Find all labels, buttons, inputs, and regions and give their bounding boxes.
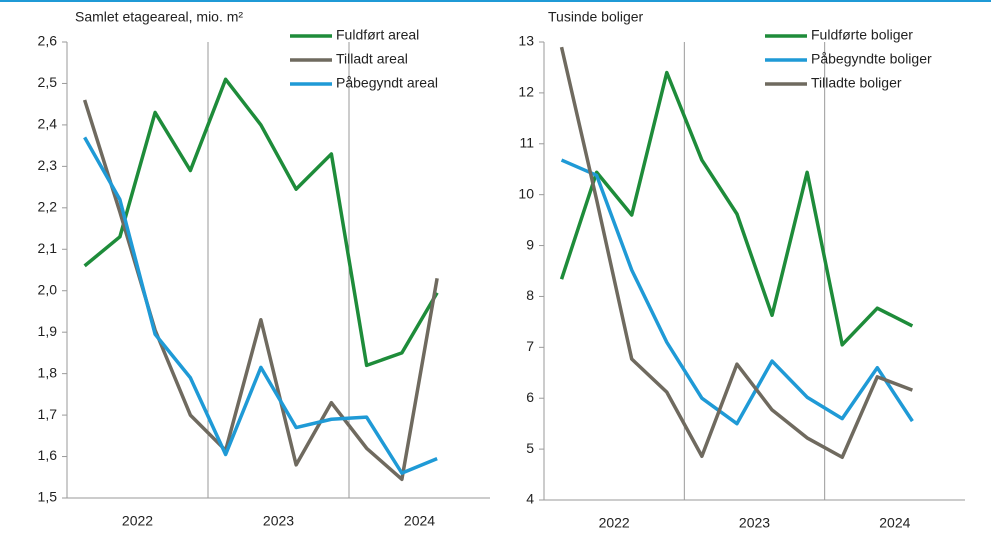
- chart-title: Samlet etageareal, mio. m²: [75, 9, 243, 25]
- x-tick-label: 2024: [404, 513, 435, 529]
- y-tick-label: 1,8: [38, 364, 58, 380]
- y-tick-label: 5: [526, 440, 534, 456]
- y-tick-label: 13: [518, 33, 534, 49]
- x-tick-label: 2023: [263, 513, 294, 529]
- y-tick-label: 9: [526, 236, 534, 252]
- y-tick-label: 1,5: [38, 489, 58, 505]
- legend-label: Påbegyndte boliger: [811, 51, 932, 67]
- x-tick-label: 2023: [739, 515, 770, 531]
- y-tick-label: 2,2: [38, 199, 58, 215]
- legend-label: Påbegyndt areal: [336, 75, 438, 91]
- y-tick-label: 11: [519, 134, 534, 150]
- y-tick-label: 2,3: [38, 157, 58, 173]
- x-tick-label: 2024: [879, 515, 910, 531]
- x-tick-label: 2022: [122, 513, 153, 529]
- y-tick-label: 4: [526, 491, 534, 507]
- chart-title: Tusinde boliger: [548, 9, 644, 25]
- series-line: [83, 136, 438, 475]
- y-tick-label: 1,6: [38, 447, 58, 463]
- y-tick-label: 7: [526, 338, 534, 354]
- y-tick-label: 12: [518, 84, 534, 100]
- y-tick-label: 10: [518, 185, 534, 201]
- y-tick-label: 2,6: [38, 33, 58, 49]
- series-line: [83, 77, 439, 368]
- y-tick-label: 2,5: [38, 74, 58, 90]
- x-tick-label: 2022: [599, 515, 630, 531]
- series-line: [82, 99, 439, 482]
- y-tick-label: 2,0: [38, 281, 58, 297]
- y-tick-label: 2,1: [38, 240, 58, 256]
- series-line: [559, 46, 913, 460]
- legend-label: Tilladte boliger: [811, 75, 902, 91]
- y-tick-label: 1,7: [38, 406, 58, 422]
- legend-label: Tilladt areal: [336, 51, 408, 67]
- y-tick-label: 6: [526, 389, 534, 405]
- y-tick-label: 8: [526, 287, 534, 303]
- series-line: [560, 158, 914, 426]
- y-tick-label: 2,4: [38, 116, 58, 132]
- legend-label: Fuldført areal: [336, 27, 419, 43]
- series-line: [559, 70, 914, 347]
- y-tick-label: 1,9: [38, 323, 58, 339]
- legend-label: Fuldførte boliger: [811, 27, 913, 43]
